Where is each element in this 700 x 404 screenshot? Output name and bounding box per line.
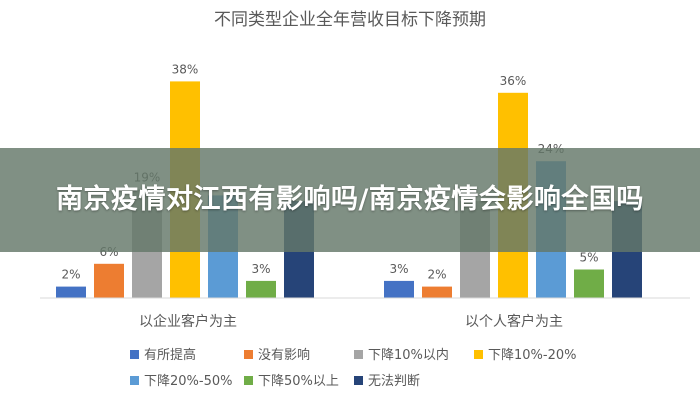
data-label: 3% bbox=[389, 262, 408, 276]
bar-2-2 bbox=[422, 286, 452, 298]
data-label: 3% bbox=[251, 262, 270, 276]
bar-2-1 bbox=[384, 280, 414, 298]
legend-swatch bbox=[474, 350, 483, 359]
category-label: 以企业客户为主 bbox=[139, 313, 237, 330]
legend-label: 下降10%-20% bbox=[488, 348, 576, 363]
bar-2-6 bbox=[574, 269, 604, 298]
banner-text: 南京疫情对江西有影响吗/南京疫情会影响全国吗 bbox=[56, 184, 644, 215]
legend-swatch bbox=[354, 376, 363, 385]
legend-swatch bbox=[244, 376, 253, 385]
legend-swatch bbox=[130, 350, 139, 359]
legend: 有所提高 没有影响 下降10%以内 下降10%-20% 下降20%-50% 下降50%以上… bbox=[130, 347, 576, 389]
legend-label: 下降20%-50% bbox=[144, 374, 232, 389]
data-label: 5% bbox=[579, 251, 598, 265]
category-label: 以个人客户为主 bbox=[465, 313, 563, 330]
legend-label: 下降10%以内 bbox=[368, 347, 449, 363]
legend-label: 没有影响 bbox=[258, 347, 310, 363]
data-label: 2% bbox=[427, 268, 446, 282]
legend-label: 有所提高 bbox=[144, 347, 196, 363]
data-label: 36% bbox=[500, 74, 527, 88]
bar-1-6 bbox=[246, 280, 276, 298]
chart-title: 不同类型企业全年营收目标下降预期 bbox=[214, 10, 486, 30]
data-label: 38% bbox=[172, 62, 199, 76]
legend-swatch bbox=[130, 376, 139, 385]
bar-1-1 bbox=[56, 286, 86, 298]
legend-label: 下降50%以上 bbox=[258, 374, 339, 389]
category-labels: 以企业客户为主 以个人客户为主 bbox=[139, 313, 563, 330]
legend-swatch bbox=[354, 350, 363, 359]
title-banner: 南京疫情对江西有影响吗/南京疫情会影响全国吗 bbox=[0, 148, 700, 252]
legend-label: 无法判断 bbox=[368, 374, 420, 389]
legend-swatch bbox=[244, 350, 253, 359]
bar-1-2 bbox=[94, 263, 124, 298]
data-label: 2% bbox=[61, 268, 80, 282]
